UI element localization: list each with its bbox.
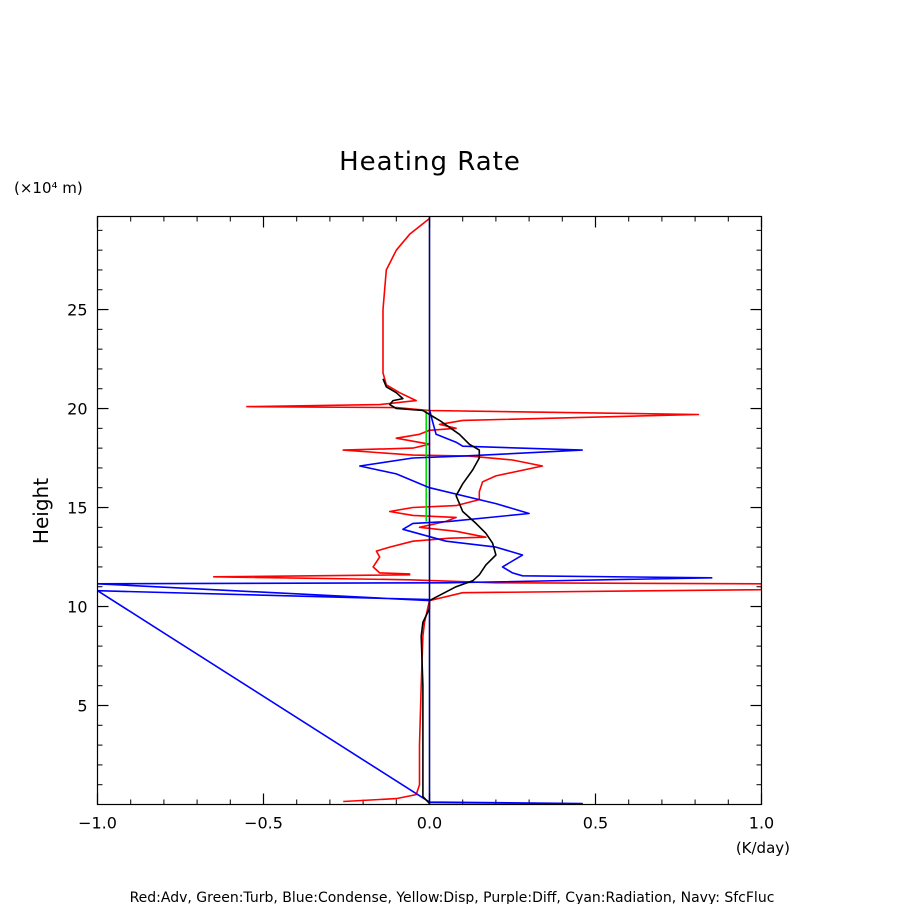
y-tick-label: 5 xyxy=(77,697,87,716)
series-layer xyxy=(97,216,762,805)
y-tick-label: 10 xyxy=(67,598,87,617)
x-tick-label: −0.5 xyxy=(244,814,283,833)
y-tick-label: 15 xyxy=(67,499,87,518)
x-unit-label: (K/day) xyxy=(736,839,790,857)
plot-frame xyxy=(96,215,763,806)
y-unit-label: (×10⁴ m) xyxy=(14,179,83,197)
series-line-total xyxy=(382,378,497,805)
chart-title: Heating Rate xyxy=(339,147,521,177)
x-tick-label: 0.0 xyxy=(417,814,442,833)
legend-caption: Red:Adv, Green:Turb, Blue:Condense, Yell… xyxy=(130,890,775,904)
x-tick-label: 0.5 xyxy=(583,814,608,833)
y-axis-label: Height xyxy=(29,478,53,544)
series-line-condense xyxy=(97,409,713,805)
series-line-adv xyxy=(212,217,762,803)
y-tick-label: 25 xyxy=(67,301,87,320)
x-tick-label: 1.0 xyxy=(749,814,774,833)
x-tick-label: −1.0 xyxy=(78,814,117,833)
ticks-layer: −1.0 −0.5 0.0 0.5 1.0 5 10 15 20 25 xyxy=(67,216,774,833)
y-tick-label: 20 xyxy=(67,400,87,419)
